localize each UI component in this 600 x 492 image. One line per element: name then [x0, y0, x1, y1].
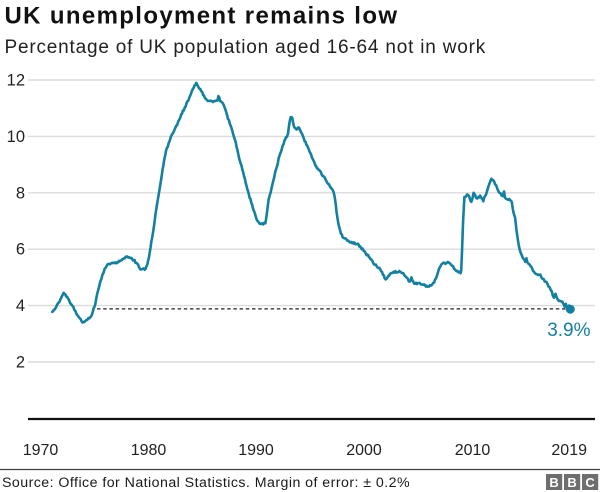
svg-text:1990: 1990 — [238, 442, 274, 459]
svg-text:12: 12 — [7, 72, 25, 90]
svg-text:B: B — [567, 475, 576, 490]
svg-text:6: 6 — [16, 241, 25, 259]
svg-text:10: 10 — [7, 128, 25, 146]
svg-text:B: B — [549, 475, 558, 490]
svg-text:1980: 1980 — [131, 442, 167, 459]
svg-text:Source: Office for National St: Source: Office for National Statistics. … — [2, 475, 410, 491]
svg-text:8: 8 — [16, 184, 25, 202]
svg-text:Percentage of UK population ag: Percentage of UK population aged 16-64 n… — [5, 37, 487, 58]
svg-text:2019: 2019 — [551, 442, 587, 459]
svg-text:2: 2 — [16, 354, 25, 372]
svg-text:3.9%: 3.9% — [547, 320, 590, 341]
svg-text:UK unemployment remains low: UK unemployment remains low — [5, 3, 399, 30]
svg-text:C: C — [585, 475, 595, 490]
svg-text:2010: 2010 — [455, 442, 491, 459]
svg-text:4: 4 — [16, 297, 25, 315]
svg-text:2000: 2000 — [346, 442, 382, 459]
svg-text:1970: 1970 — [23, 442, 59, 459]
